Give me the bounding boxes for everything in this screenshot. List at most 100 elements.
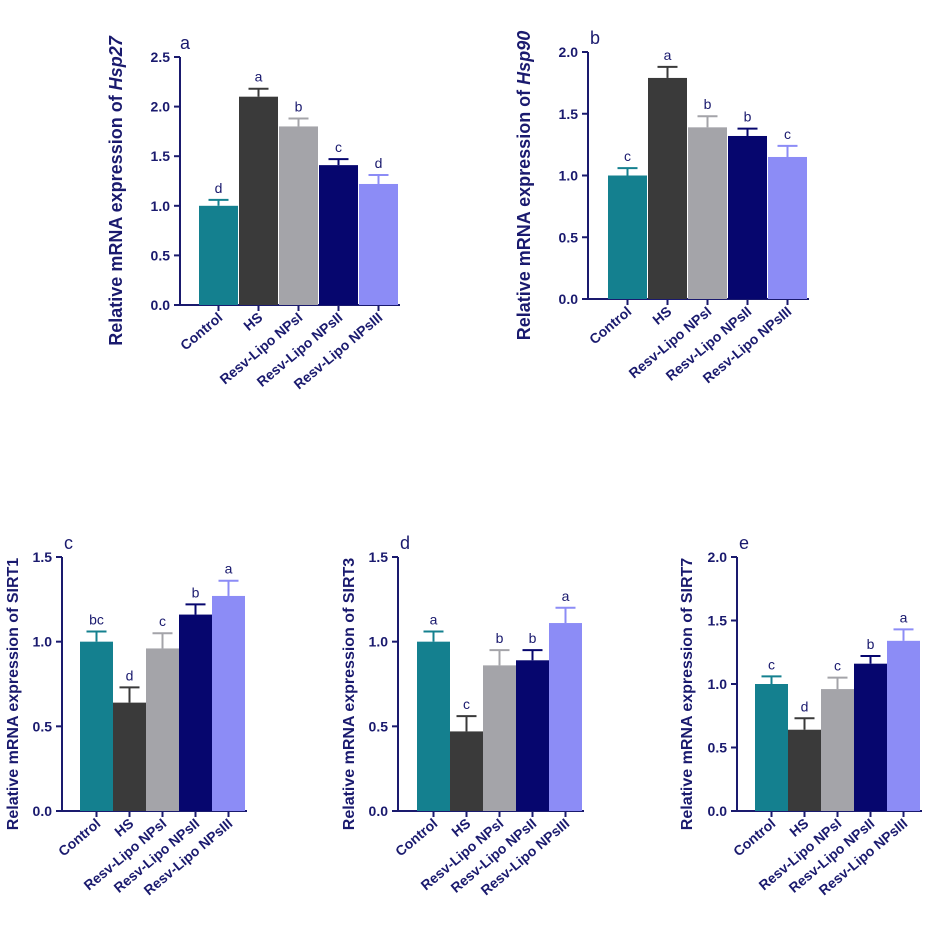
bar-resv-lipo-npsii [854, 663, 887, 811]
category-label-control: Control [177, 309, 225, 353]
bar-resv-lipo-npsiii [887, 640, 920, 811]
significance-label: b [192, 584, 200, 600]
bar-resv-lipo-npsii [516, 660, 549, 811]
y-tick-label: 1.0 [708, 676, 728, 692]
significance-label: d [801, 698, 809, 714]
y-tick-label: 1.5 [151, 148, 171, 164]
y-axis-label-gene: SIRT7 [679, 558, 696, 603]
y-tick-label: 1.0 [33, 634, 53, 650]
significance-label: a [664, 47, 672, 63]
significance-label: a [255, 69, 263, 85]
y-tick-label: 0.5 [708, 740, 728, 756]
bar-resv-lipo-npsii [728, 135, 767, 299]
y-tick-label: 1.5 [708, 613, 728, 629]
significance-label: a [562, 588, 570, 604]
y-tick-label: 2.5 [151, 49, 171, 65]
category-label-control: Control [55, 815, 103, 859]
y-axis-label-gene: SIRT3 [341, 558, 358, 603]
significance-label: c [768, 656, 775, 672]
bar-resv-lipo-npsi [279, 126, 318, 305]
y-tick-label: 2.0 [151, 99, 171, 115]
panel-letter: e [739, 533, 749, 553]
y-tick-label: 0.0 [708, 803, 728, 819]
y-axis-label: Relative mRNA expression of SIRT3 [341, 558, 358, 830]
bar-control [80, 641, 113, 811]
significance-label: c [159, 613, 166, 629]
panel-letter: d [400, 533, 410, 553]
y-axis-label-gene: SIRT1 [5, 558, 22, 603]
y-axis-label-gene: Hsp27 [106, 35, 126, 90]
significance-label: d [126, 667, 134, 683]
category-label-control: Control [586, 303, 634, 347]
y-tick-label: 1.0 [559, 168, 579, 184]
y-tick-label: 1.5 [369, 549, 389, 565]
bar-control [608, 175, 647, 299]
significance-label: d [375, 155, 383, 171]
panel-letter: a [180, 33, 191, 53]
bar-resv-lipo-npsii [319, 165, 358, 305]
y-tick-label: 0.0 [33, 803, 53, 819]
y-tick-label: 1.0 [369, 634, 389, 650]
significance-label: d [215, 180, 223, 196]
significance-label: b [867, 636, 875, 652]
bar-resv-lipo-npsiii [768, 156, 807, 299]
bar-hs [648, 77, 687, 299]
bar-resv-lipo-npsii [179, 614, 212, 811]
y-tick-label: 0.0 [151, 297, 171, 313]
significance-label: bc [89, 612, 104, 628]
bar-control [755, 684, 788, 811]
y-axis-label: Relative mRNA expression of Hsp27 [106, 35, 126, 345]
bar-resv-lipo-npsi [483, 665, 516, 811]
bar-hs [239, 96, 278, 306]
y-tick-label: 0.0 [369, 803, 389, 819]
y-axis-label-prefix: Relative mRNA expression of [341, 603, 358, 830]
significance-label: a [430, 612, 438, 628]
bar-resv-lipo-npsi [821, 689, 854, 811]
bar-resv-lipo-npsiii [212, 595, 245, 811]
y-axis-label-prefix: Relative mRNA expression of [106, 90, 126, 345]
significance-label: a [225, 561, 233, 577]
y-axis-label-gene: Hsp90 [514, 31, 534, 85]
significance-label: b [744, 109, 752, 125]
category-label-hs: HS [240, 309, 265, 334]
y-axis-label-prefix: Relative mRNA expression of [514, 85, 534, 340]
y-tick-label: 1.5 [33, 549, 53, 565]
y-tick-label: 0.5 [33, 718, 53, 734]
bar-control [417, 641, 450, 811]
significance-label: c [335, 139, 342, 155]
bar-control [199, 205, 238, 305]
significance-label: c [463, 696, 470, 712]
y-tick-label: 0.5 [369, 718, 389, 734]
y-tick-label: 0.5 [151, 247, 171, 263]
y-tick-label: 0.5 [559, 229, 579, 245]
y-tick-label: 1.5 [559, 106, 579, 122]
significance-label: c [624, 148, 631, 164]
significance-label: b [496, 630, 504, 646]
panel-letter: c [64, 533, 73, 553]
y-axis-label-prefix: Relative mRNA expression of [5, 603, 22, 830]
y-axis-label-prefix: Relative mRNA expression of [679, 603, 696, 830]
bar-resv-lipo-npsiii [549, 623, 582, 811]
y-axis-label: Relative mRNA expression of SIRT7 [679, 558, 696, 830]
y-tick-label: 1.0 [151, 198, 171, 214]
bar-resv-lipo-npsi [688, 127, 727, 300]
y-axis-label: Relative mRNA expression of Hsp90 [514, 31, 534, 340]
bar-resv-lipo-npsi [146, 648, 179, 811]
bar-hs [450, 731, 483, 811]
significance-label: a [900, 609, 908, 625]
chart-panel-a: a0.00.51.01.52.02.5dControlaHSbResv-Lipo… [106, 33, 400, 392]
bar-hs [788, 729, 821, 811]
y-tick-label: 2.0 [559, 44, 579, 60]
significance-label: c [784, 126, 791, 142]
panel-letter: b [590, 28, 600, 48]
y-tick-label: 2.0 [708, 549, 728, 565]
category-label-control: Control [392, 815, 440, 859]
y-tick-label: 0.0 [559, 291, 579, 307]
y-axis-label: Relative mRNA expression of SIRT1 [5, 558, 22, 830]
significance-label: b [704, 96, 712, 112]
bar-hs [113, 702, 146, 811]
